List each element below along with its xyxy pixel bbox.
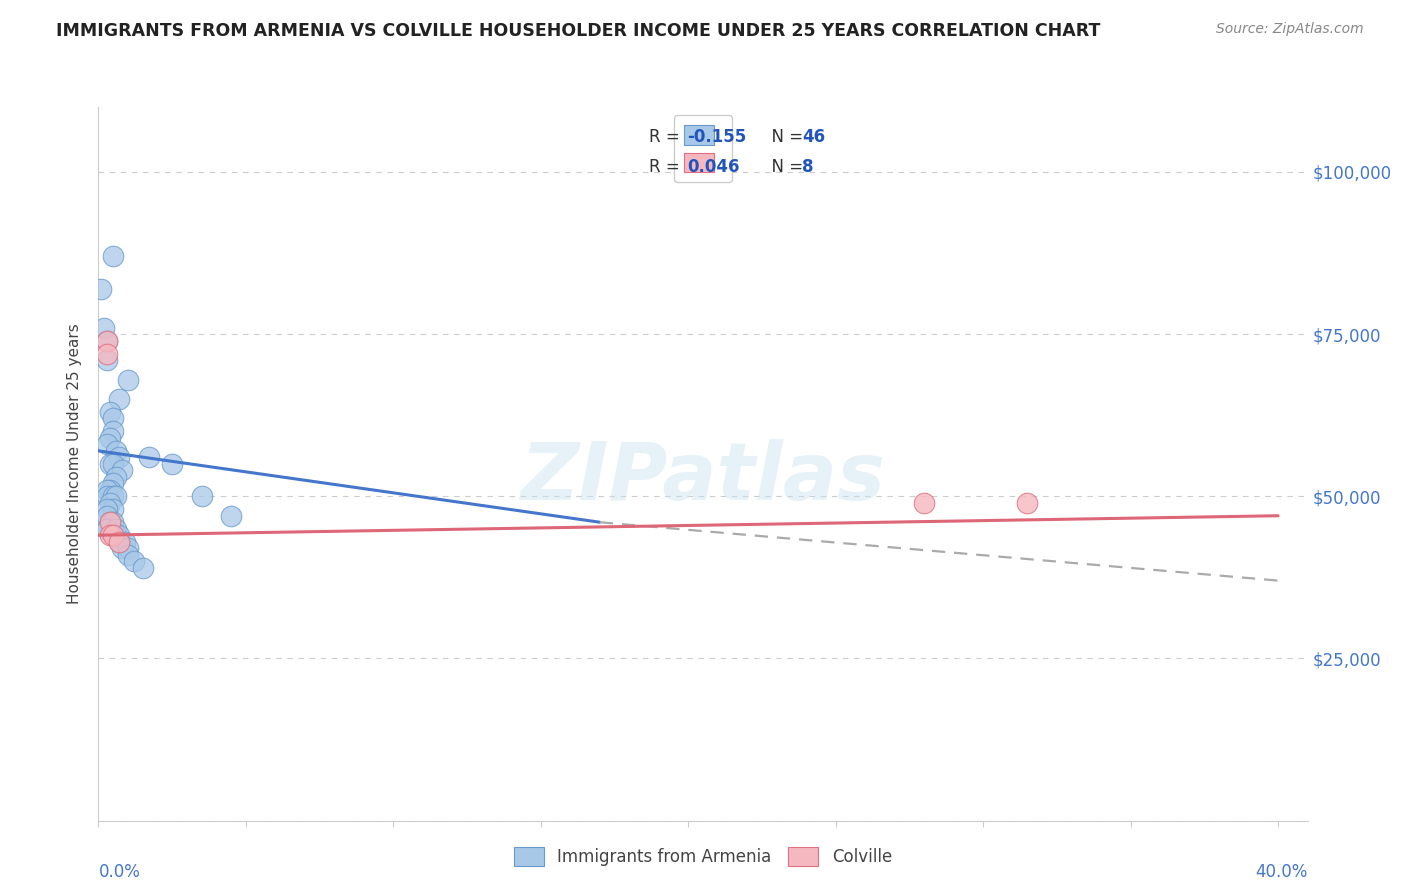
Text: 8: 8	[803, 159, 814, 177]
Point	[98, 457, 121, 471]
Point	[101, 528, 124, 542]
Legend: Immigrants from Armenia, Colville: Immigrants from Armenia, Colville	[508, 840, 898, 873]
Point	[1017, 496, 1039, 510]
Point	[96, 522, 118, 536]
Point	[98, 515, 121, 529]
Point	[111, 463, 134, 477]
Text: R =: R =	[648, 159, 685, 177]
Text: -0.155: -0.155	[688, 128, 747, 146]
Point	[101, 411, 124, 425]
Point	[98, 405, 121, 419]
Point	[117, 372, 139, 386]
Point	[101, 457, 124, 471]
Point	[117, 541, 139, 556]
Point	[96, 508, 118, 523]
Point	[98, 515, 121, 529]
Point	[111, 541, 134, 556]
Point	[105, 443, 128, 458]
Text: R =: R =	[648, 128, 685, 146]
Point	[131, 560, 153, 574]
Point	[98, 528, 121, 542]
Point	[96, 353, 118, 368]
Point	[93, 320, 115, 334]
Point	[108, 534, 131, 549]
Point	[101, 515, 124, 529]
Point	[98, 483, 121, 497]
Point	[114, 534, 136, 549]
Point	[101, 425, 124, 439]
Point	[108, 534, 131, 549]
Point	[96, 437, 118, 451]
Point	[108, 450, 131, 465]
Text: Source: ZipAtlas.com: Source: ZipAtlas.com	[1216, 22, 1364, 37]
Point	[98, 496, 121, 510]
Text: ZIPatlas: ZIPatlas	[520, 439, 886, 517]
Point	[190, 489, 212, 503]
Text: IMMIGRANTS FROM ARMENIA VS COLVILLE HOUSEHOLDER INCOME UNDER 25 YEARS CORRELATIO: IMMIGRANTS FROM ARMENIA VS COLVILLE HOUS…	[56, 22, 1101, 40]
Text: 46: 46	[803, 128, 825, 146]
Point	[96, 522, 118, 536]
Point	[96, 346, 118, 360]
Text: 0.0%: 0.0%	[98, 863, 141, 881]
Point	[912, 496, 935, 510]
Point	[117, 548, 139, 562]
Text: 0.046: 0.046	[688, 159, 740, 177]
Point	[96, 483, 118, 497]
Text: N =: N =	[761, 159, 808, 177]
Point	[105, 528, 128, 542]
Point	[108, 392, 131, 406]
Point	[219, 508, 242, 523]
Point	[138, 450, 160, 465]
Point	[96, 334, 118, 348]
Point	[96, 489, 118, 503]
Point	[96, 334, 118, 348]
Point	[96, 502, 118, 516]
Point	[101, 249, 124, 263]
Point	[90, 282, 112, 296]
Y-axis label: Householder Income Under 25 years: Householder Income Under 25 years	[67, 324, 83, 604]
Point	[108, 528, 131, 542]
Point	[101, 476, 124, 491]
Point	[101, 502, 124, 516]
Point	[98, 431, 121, 445]
Point	[105, 489, 128, 503]
Point	[105, 522, 128, 536]
Text: 40.0%: 40.0%	[1256, 863, 1308, 881]
Point	[105, 470, 128, 484]
Text: N =: N =	[761, 128, 808, 146]
Point	[122, 554, 145, 568]
Point	[160, 457, 183, 471]
Point	[101, 489, 124, 503]
